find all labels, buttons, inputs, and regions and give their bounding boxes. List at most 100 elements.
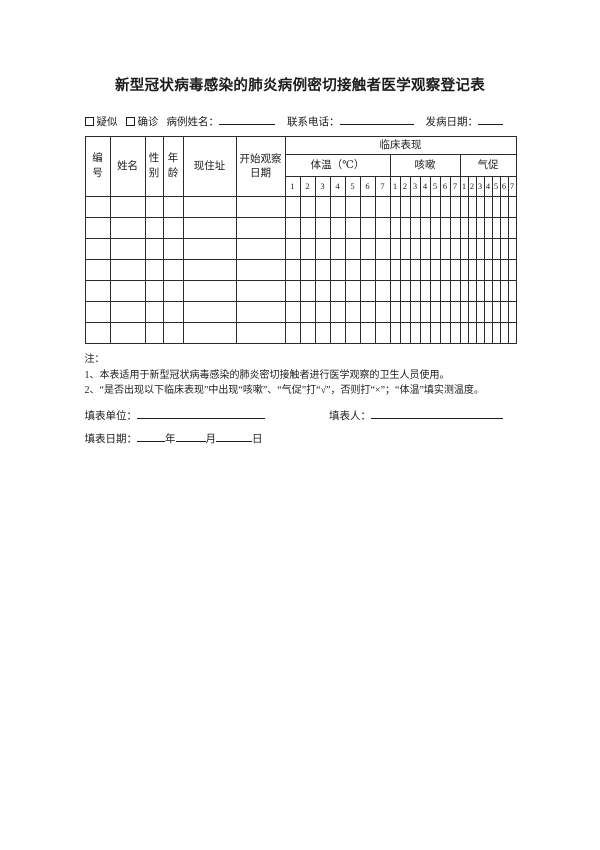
empty-cell[interactable] [299,280,316,302]
empty-cell[interactable] [284,238,301,260]
empty-cell[interactable] [467,259,477,281]
empty-cell[interactable] [359,322,376,344]
empty-cell[interactable] [429,301,441,323]
empty-cell[interactable] [344,196,361,218]
empty-cell[interactable] [507,322,517,344]
empty-cell[interactable] [409,301,421,323]
empty-cell[interactable] [507,280,517,302]
empty-cell[interactable] [507,196,517,218]
empty-cell[interactable] [459,217,469,239]
empty-cell[interactable] [314,322,331,344]
empty-cell[interactable] [459,259,469,281]
empty-cell[interactable] [409,196,421,218]
empty-cell[interactable] [344,301,361,323]
empty-cell[interactable] [329,196,346,218]
empty-cell[interactable] [144,259,164,281]
empty-cell[interactable] [359,301,376,323]
empty-cell[interactable] [299,322,316,344]
empty-cell[interactable] [483,322,493,344]
empty-cell[interactable] [182,322,237,344]
empty-cell[interactable] [419,322,431,344]
empty-cell[interactable] [109,259,146,281]
empty-cell[interactable] [439,322,451,344]
empty-cell[interactable] [467,322,477,344]
empty-cell[interactable] [499,259,509,281]
empty-cell[interactable] [449,217,461,239]
empty-cell[interactable] [162,322,184,344]
empty-cell[interactable] [329,238,346,260]
empty-cell[interactable] [299,259,316,281]
empty-cell[interactable] [109,217,146,239]
empty-cell[interactable] [389,301,401,323]
empty-cell[interactable] [109,322,146,344]
empty-cell[interactable] [475,280,485,302]
empty-cell[interactable] [299,301,316,323]
empty-cell[interactable] [344,259,361,281]
empty-cell[interactable] [409,238,421,260]
empty-cell[interactable] [449,196,461,218]
empty-cell[interactable] [344,217,361,239]
empty-cell[interactable] [299,196,316,218]
empty-cell[interactable] [389,259,401,281]
empty-cell[interactable] [359,196,376,218]
empty-cell[interactable] [329,259,346,281]
empty-cell[interactable] [507,217,517,239]
empty-cell[interactable] [467,196,477,218]
empty-cell[interactable] [359,259,376,281]
empty-cell[interactable] [389,217,401,239]
empty-cell[interactable] [162,217,184,239]
empty-cell[interactable] [429,217,441,239]
empty-cell[interactable] [483,217,493,239]
empty-cell[interactable] [467,280,477,302]
empty-cell[interactable] [359,280,376,302]
empty-cell[interactable] [459,280,469,302]
empty-cell[interactable] [475,301,485,323]
empty-cell[interactable] [449,280,461,302]
empty-cell[interactable] [389,196,401,218]
empty-cell[interactable] [84,322,111,344]
empty-cell[interactable] [491,196,501,218]
empty-cell[interactable] [109,301,146,323]
filler-field[interactable] [371,407,503,419]
empty-cell[interactable] [491,301,501,323]
empty-cell[interactable] [329,280,346,302]
empty-cell[interactable] [162,196,184,218]
empty-cell[interactable] [314,259,331,281]
empty-cell[interactable] [399,301,411,323]
empty-cell[interactable] [109,238,146,260]
empty-cell[interactable] [409,259,421,281]
empty-cell[interactable] [182,217,237,239]
empty-cell[interactable] [182,196,237,218]
empty-cell[interactable] [399,238,411,260]
empty-cell[interactable] [483,196,493,218]
empty-cell[interactable] [439,259,451,281]
empty-cell[interactable] [419,259,431,281]
empty-cell[interactable] [429,322,441,344]
empty-cell[interactable] [182,259,237,281]
empty-cell[interactable] [419,196,431,218]
empty-cell[interactable] [235,196,286,218]
empty-cell[interactable] [449,301,461,323]
empty-cell[interactable] [409,280,421,302]
case-name-field[interactable] [219,113,275,125]
empty-cell[interactable] [399,280,411,302]
empty-cell[interactable] [182,238,237,260]
empty-cell[interactable] [144,301,164,323]
empty-cell[interactable] [499,238,509,260]
empty-cell[interactable] [475,259,485,281]
empty-cell[interactable] [467,238,477,260]
empty-cell[interactable] [467,301,477,323]
empty-cell[interactable] [467,217,477,239]
empty-cell[interactable] [374,301,391,323]
empty-cell[interactable] [419,280,431,302]
empty-cell[interactable] [299,217,316,239]
empty-cell[interactable] [344,238,361,260]
empty-cell[interactable] [84,238,111,260]
empty-cell[interactable] [491,217,501,239]
empty-cell[interactable] [475,217,485,239]
empty-cell[interactable] [429,259,441,281]
empty-cell[interactable] [491,238,501,260]
empty-cell[interactable] [109,196,146,218]
empty-cell[interactable] [329,217,346,239]
empty-cell[interactable] [459,238,469,260]
